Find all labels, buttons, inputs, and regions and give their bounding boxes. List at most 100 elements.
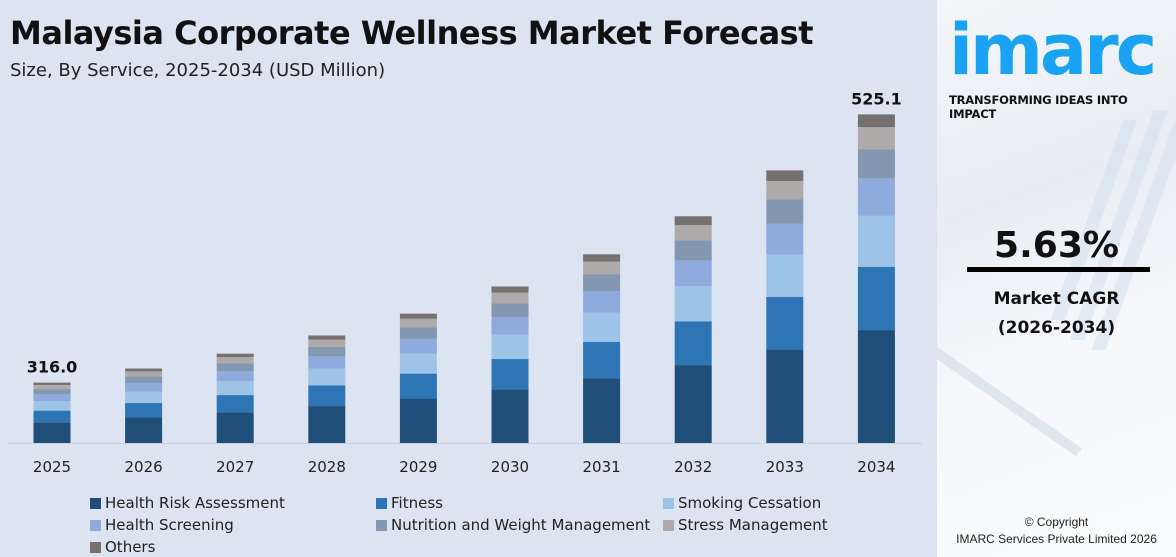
data-label: 316.0 (27, 358, 78, 377)
x-tick-label: 2027 (216, 458, 254, 476)
cagr-period: (2026-2034) (997, 318, 1116, 338)
page-title: Malaysia Corporate Wellness Market Forec… (10, 14, 814, 52)
bar-segment-2030-1 (491, 359, 529, 390)
legend-item: Smoking Cessation (663, 494, 821, 512)
bar-segment-2028-1 (308, 385, 346, 407)
bar-segment-2027-2 (216, 381, 254, 396)
bar-segment-2029-2 (399, 353, 437, 374)
bar-segment-2033-4 (766, 199, 804, 224)
imarc-logo: imarc (949, 9, 1157, 91)
bar-segment-2032-1 (674, 321, 712, 366)
bar-segment-2025-6 (33, 382, 71, 385)
bar-segment-2029-6 (399, 313, 437, 319)
bar-segment-2026-6 (125, 368, 163, 372)
bar-segment-2028-4 (308, 346, 346, 357)
bar-segment-2025-3 (33, 394, 71, 402)
bar-segment-2030-5 (491, 292, 529, 304)
bar-segment-2028-6 (308, 335, 346, 340)
bar-segment-2034-0 (857, 330, 895, 443)
legend-swatch (376, 519, 387, 531)
bar-segment-2028-2 (308, 368, 346, 386)
bar-segment-2032-2 (674, 286, 712, 322)
bar-segment-2029-0 (399, 398, 437, 443)
legend-label: Nutrition and Weight Management (391, 516, 651, 534)
bar-segment-2026-0 (125, 417, 163, 443)
legend-swatch (90, 497, 101, 509)
bar-segment-2027-1 (216, 395, 254, 413)
legend-label: Health Screening (105, 516, 234, 534)
bar-segment-2025-2 (33, 401, 71, 411)
bar-segment-2034-4 (857, 149, 895, 179)
legend-label: Others (105, 538, 156, 556)
chart-panel: Malaysia Corporate Wellness Market Forec… (8, 14, 922, 556)
bar-segment-2032-4 (674, 240, 712, 261)
bar-segment-2029-3 (399, 338, 437, 354)
bar-segment-2034-1 (857, 266, 895, 331)
bar-segment-2028-0 (308, 406, 346, 443)
x-tick-label: 2033 (766, 458, 804, 476)
bar-segment-2026-5 (125, 371, 163, 377)
bar-segment-2032-6 (674, 216, 712, 226)
bar-segment-2029-1 (399, 373, 437, 399)
info-sidebar: imarc TRANSFORMING IDEAS INTO IMPACT 5.6… (937, 0, 1176, 557)
bar-segment-2031-4 (583, 274, 621, 292)
bar-segment-2030-4 (491, 303, 529, 317)
bar-segment-2031-2 (583, 312, 621, 342)
bar-segment-2027-0 (216, 412, 254, 443)
legend-label: Health Risk Assessment (105, 494, 285, 512)
bar-segment-2026-3 (125, 383, 163, 392)
bar-segment-2034-2 (857, 215, 895, 267)
legend-label: Fitness (391, 494, 443, 512)
bar-segment-2031-6 (583, 254, 621, 262)
bar-segment-2027-5 (216, 357, 254, 364)
legend-item: Fitness (376, 494, 443, 512)
bar-segment-2030-3 (491, 316, 529, 335)
bar-segment-2029-4 (399, 327, 437, 339)
logo-tagline: TRANSFORMING IDEAS INTO IMPACT (949, 93, 1128, 121)
bar-segment-2025-0 (33, 422, 71, 443)
x-tick-label: 2026 (125, 458, 163, 476)
copyright: © Copyright IMARC Services Private Limit… (937, 514, 1176, 548)
bar-segment-2034-6 (857, 114, 895, 128)
bar-segment-2028-3 (308, 356, 346, 369)
x-tick-label: 2029 (399, 458, 437, 476)
bar-segment-2026-4 (125, 376, 163, 384)
bar-segment-2028-5 (308, 339, 346, 347)
cagr-label: Market CAGR (2026-2034) (937, 285, 1176, 343)
bar-segment-2033-5 (766, 181, 804, 200)
bar-segment-2032-3 (674, 260, 712, 287)
legend-item: Stress Management (663, 516, 828, 534)
legend-item: Health Risk Assessment (90, 494, 285, 512)
cagr-value: 5.63% (994, 225, 1119, 266)
bar-segment-2032-5 (674, 225, 712, 241)
legend-swatch (376, 497, 387, 509)
legend-label: Smoking Cessation (678, 494, 822, 512)
copyright-line-2: IMARC Services Private Limited 2026 (956, 532, 1157, 546)
bar-segment-2030-0 (491, 389, 529, 443)
bar-segment-2025-5 (33, 384, 71, 390)
legend-swatch (663, 497, 674, 509)
legend-swatch (90, 519, 101, 531)
data-label: 525.1 (851, 89, 902, 108)
legend-label: Stress Management (678, 516, 828, 534)
bar-segment-2032-0 (674, 365, 712, 443)
x-tick-label: 2034 (857, 458, 895, 476)
page-subtitle: Size, By Service, 2025-2034 (USD Million… (10, 60, 386, 81)
cagr-label-text: Market CAGR (993, 289, 1120, 309)
bar-segment-2031-3 (583, 291, 621, 313)
x-tick-label: 2028 (308, 458, 346, 476)
legend-swatch (663, 519, 674, 531)
bar-segment-2029-5 (399, 318, 437, 328)
bar-segment-2033-2 (766, 254, 804, 297)
stacked-bar-chart: 2025 316.0 2026 2027 2028 2029 2030 2031 2032 203… (8, 89, 922, 476)
bar-segment-2027-4 (216, 363, 254, 372)
bar-segment-2030-6 (491, 286, 529, 293)
bar-segment-2027-3 (216, 371, 254, 382)
bar-segment-2025-4 (33, 389, 71, 395)
bar-segment-2033-3 (766, 223, 804, 255)
cagr-divider (967, 267, 1150, 272)
bar-segment-2025-1 (33, 410, 71, 423)
bar-segment-2027-6 (216, 353, 254, 358)
legend-item: Health Screening (90, 516, 234, 534)
bar-segment-2026-1 (125, 403, 163, 418)
